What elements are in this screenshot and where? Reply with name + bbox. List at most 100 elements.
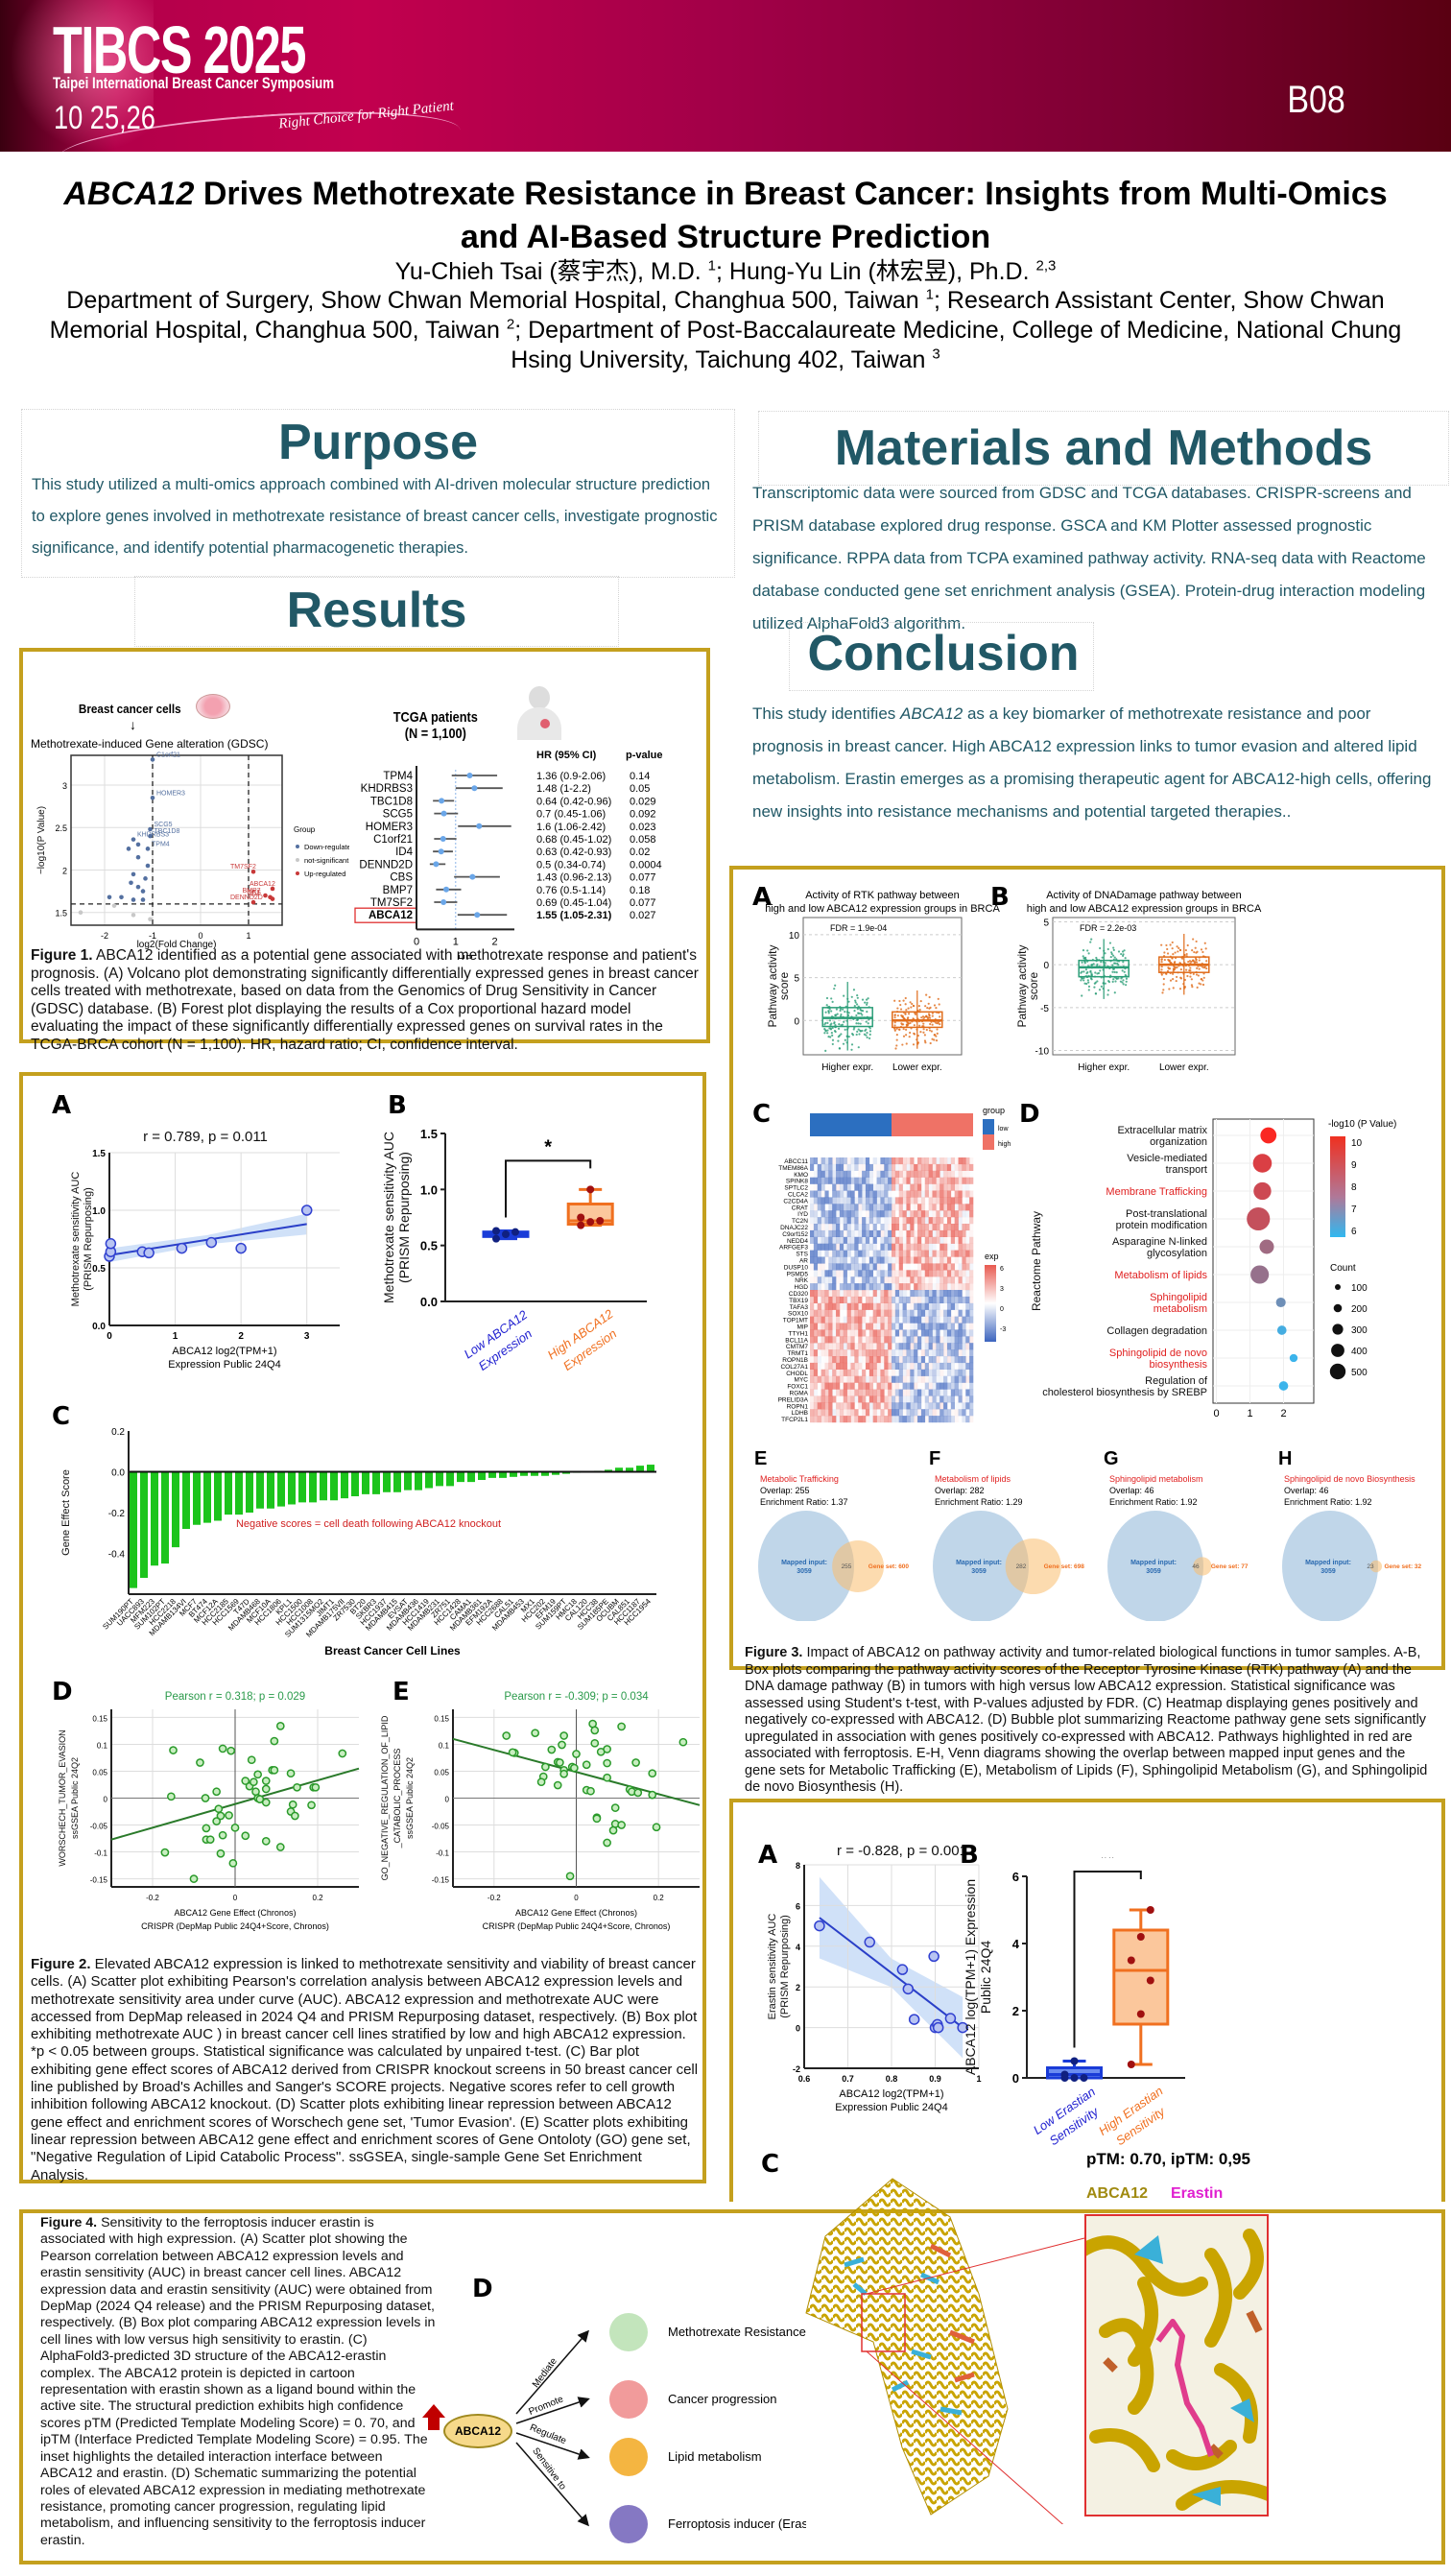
heatmap-cell bbox=[903, 1204, 907, 1210]
heatmap-cell bbox=[906, 1276, 911, 1284]
heatmap-cell bbox=[839, 1362, 844, 1370]
heatmap-cell bbox=[843, 1256, 847, 1264]
heatmap-cell bbox=[906, 1183, 911, 1191]
heatmap-gene-label: ABCC11 bbox=[784, 1158, 808, 1165]
heatmap-cell bbox=[862, 1157, 867, 1165]
heatmap-cell bbox=[888, 1290, 892, 1298]
heatmap-cell bbox=[903, 1409, 907, 1416]
jitter-point bbox=[868, 1030, 872, 1033]
heatmap-cell bbox=[950, 1329, 955, 1337]
fig4a-letter: A bbox=[758, 1841, 778, 1870]
data-point bbox=[212, 1787, 221, 1797]
heatmap-cell bbox=[917, 1250, 922, 1257]
heatmap-cell bbox=[854, 1224, 859, 1231]
heatmap-cell bbox=[828, 1191, 832, 1198]
heatmap-cell bbox=[843, 1409, 847, 1417]
colorbar-tick: 8 bbox=[1351, 1182, 1357, 1193]
jitter-point bbox=[1083, 982, 1086, 985]
heatmap-cell bbox=[865, 1157, 870, 1165]
jitter-point bbox=[847, 1035, 850, 1038]
bubble bbox=[1275, 1297, 1286, 1308]
heatmap-cell bbox=[910, 1210, 915, 1218]
y-axis-label: score bbox=[777, 972, 791, 1001]
heatmap-cell bbox=[962, 1416, 966, 1423]
heatmap-cell bbox=[921, 1383, 925, 1390]
heatmap-cell bbox=[832, 1263, 837, 1271]
data-point bbox=[648, 1769, 657, 1778]
heatmap-cell bbox=[894, 1395, 900, 1403]
heatmap-cell bbox=[902, 1276, 907, 1284]
data-point bbox=[928, 1950, 940, 1963]
jitter-point bbox=[1111, 980, 1114, 983]
jitter-point bbox=[827, 1012, 830, 1014]
heatmap-cell bbox=[950, 1177, 955, 1184]
heatmap-cell bbox=[969, 1402, 974, 1410]
volcano-point bbox=[78, 910, 83, 916]
bar bbox=[341, 1471, 348, 1499]
y-tick-label: 1.5 bbox=[92, 1149, 106, 1159]
heatmap-cell bbox=[932, 1343, 937, 1350]
heatmap-cell bbox=[894, 1382, 900, 1390]
jitter-point bbox=[1125, 977, 1129, 980]
heatmap-cell bbox=[958, 1290, 963, 1298]
heatmap-cell bbox=[936, 1224, 940, 1231]
heatmap-cell bbox=[828, 1229, 833, 1237]
heatmap-cell bbox=[858, 1276, 863, 1284]
petri-dish-icon bbox=[196, 694, 230, 719]
jitter-point bbox=[1196, 966, 1199, 969]
bar bbox=[636, 1466, 644, 1472]
heatmap-cell bbox=[828, 1369, 833, 1376]
heatmap-cell bbox=[836, 1409, 841, 1417]
heatmap-cell bbox=[876, 1316, 881, 1324]
data-point bbox=[592, 1814, 602, 1824]
y-tick-label: 0.1 bbox=[97, 1741, 108, 1750]
heatmap-cell bbox=[928, 1416, 933, 1423]
heatmap-cell bbox=[866, 1370, 869, 1376]
heatmap-cell bbox=[940, 1243, 944, 1251]
heatmap-cell bbox=[950, 1283, 955, 1291]
heatmap-cell bbox=[840, 1310, 844, 1317]
heatmap-cell bbox=[846, 1395, 851, 1403]
p-value: 0.0004 bbox=[630, 859, 662, 871]
heatmap-cell bbox=[850, 1270, 855, 1277]
venn-panel-letter: G bbox=[1104, 1448, 1119, 1469]
heatmap-cell bbox=[906, 1316, 911, 1324]
heatmap-cell bbox=[840, 1317, 844, 1324]
heatmap-cell bbox=[862, 1276, 867, 1284]
heatmap-cell bbox=[839, 1349, 844, 1357]
heatmap-cell bbox=[813, 1270, 819, 1277]
jitter-point bbox=[1080, 979, 1082, 982]
heatmap-cell bbox=[868, 1276, 873, 1284]
heatmap-cell bbox=[914, 1217, 918, 1225]
conclusion-text: This study identifies ABCA12 as a key bi… bbox=[752, 698, 1436, 828]
heatmap-cell bbox=[892, 1375, 896, 1383]
heatmap-cell bbox=[906, 1382, 911, 1390]
heatmap-cell bbox=[906, 1375, 911, 1383]
heatmap-cell bbox=[854, 1302, 859, 1310]
heatmap-cell bbox=[898, 1190, 903, 1198]
venn-title: Sphingolipid metabolism bbox=[1109, 1474, 1203, 1484]
heatmap-cell bbox=[850, 1217, 855, 1225]
jitter-point bbox=[1172, 978, 1175, 981]
data-point bbox=[214, 1804, 224, 1814]
heatmap-cell bbox=[965, 1256, 970, 1264]
jitter-point bbox=[839, 1009, 842, 1013]
heatmap-cell bbox=[906, 1170, 911, 1178]
heatmap-cell bbox=[884, 1302, 889, 1310]
heatmap-cell bbox=[858, 1270, 863, 1277]
jitter-point bbox=[902, 1027, 905, 1031]
jitter-point bbox=[1166, 952, 1170, 955]
data-point bbox=[582, 1760, 591, 1770]
heatmap-cell bbox=[843, 1263, 847, 1271]
heatmap-cell bbox=[914, 1263, 917, 1270]
heatmap-cell bbox=[836, 1375, 841, 1383]
confidence-band bbox=[109, 1213, 307, 1262]
heatmap-cell bbox=[965, 1276, 970, 1284]
jitter-point bbox=[856, 1018, 859, 1021]
heatmap-cell bbox=[910, 1224, 915, 1231]
heatmap-cell bbox=[821, 1197, 825, 1205]
heatmap-cell bbox=[821, 1389, 825, 1396]
heatmap-cell bbox=[850, 1276, 855, 1284]
data-point bbox=[1060, 2070, 1069, 2079]
